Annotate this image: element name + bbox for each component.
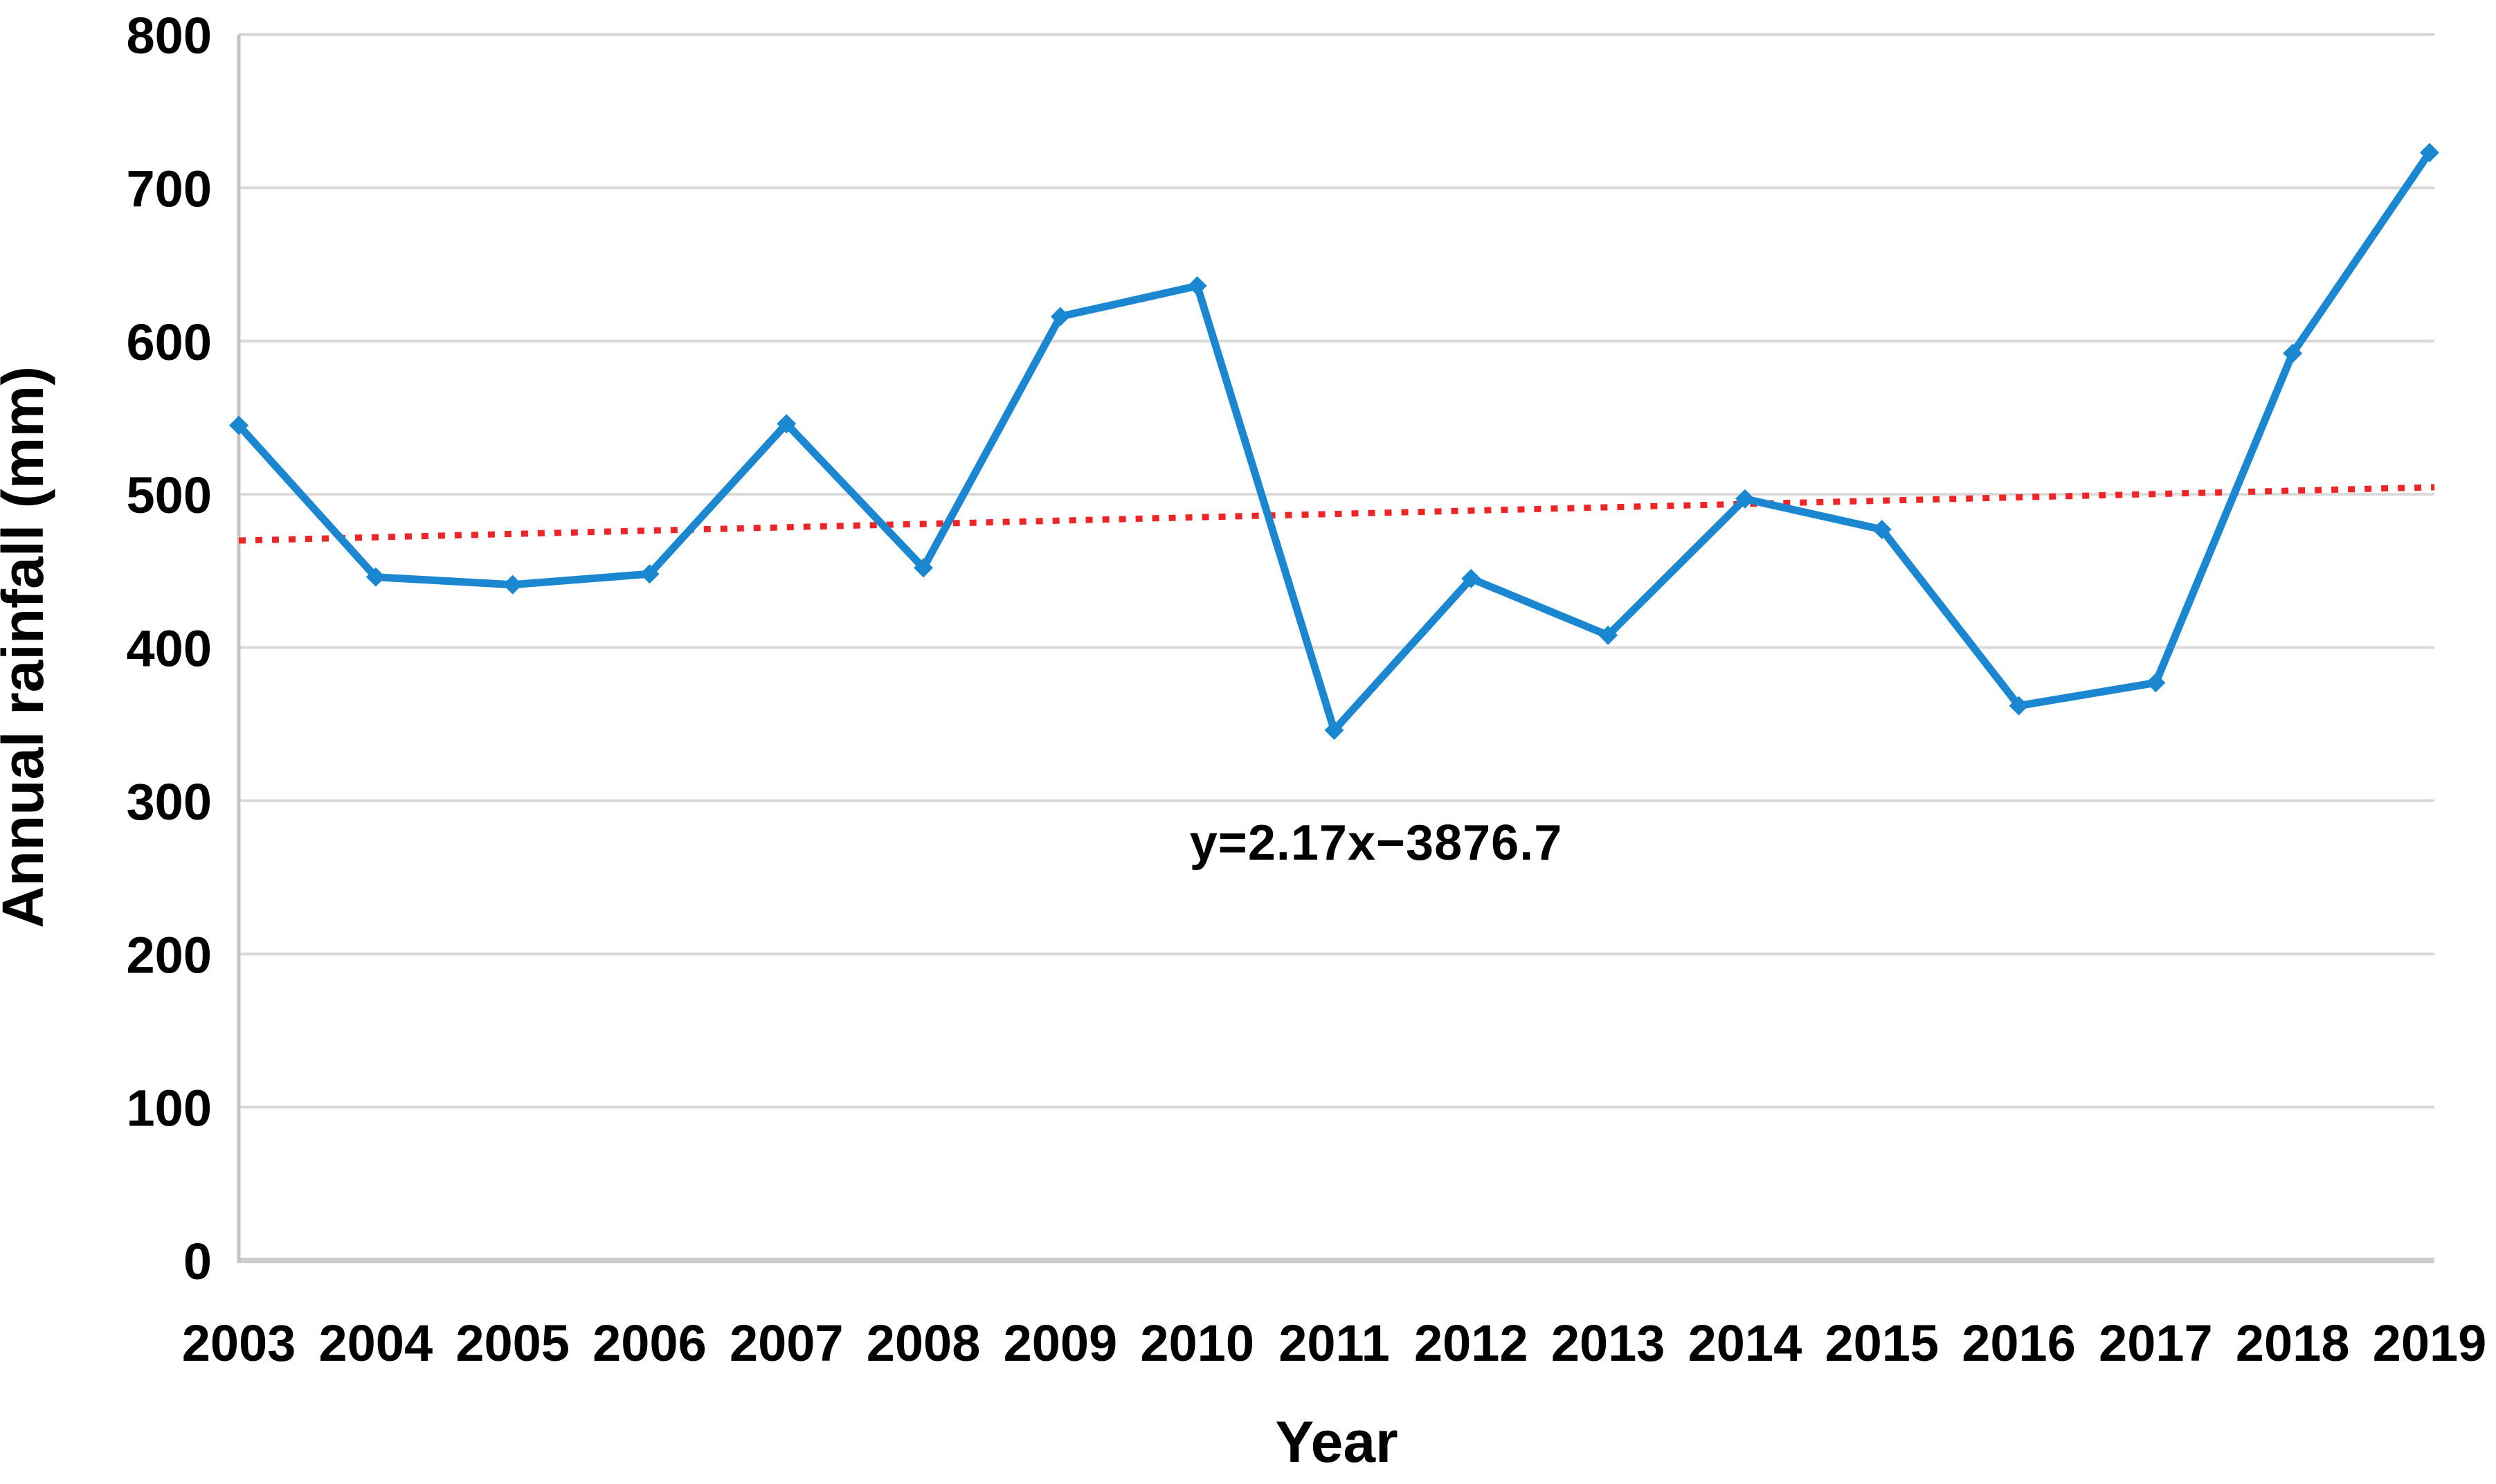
trendline-dotted	[238, 484, 2435, 544]
x-tick-label: 2010	[1140, 1314, 1254, 1372]
y-tick-label: 500	[127, 467, 212, 524]
x-tick-label: 2019	[2373, 1314, 2487, 1372]
data-point-marker	[1872, 520, 1892, 540]
x-axis-tick-labels: 2003 2004 2005 2006 2007 2008 2009 2010 2011 2012…	[182, 1314, 2487, 1372]
x-tick-label: 2014	[1688, 1314, 1802, 1372]
x-tick-label: 2018	[2236, 1314, 2350, 1372]
y-tick-label: 800	[127, 7, 212, 64]
data-point-marker	[365, 567, 386, 587]
x-tick-label: 2016	[1962, 1314, 2076, 1372]
x-tick-label: 2013	[1551, 1314, 1665, 1372]
y-tick-label: 600	[127, 314, 212, 371]
y-tick-label: 700	[127, 160, 212, 217]
data-point-marker	[2420, 143, 2439, 163]
y-tick-label: 200	[127, 926, 212, 984]
data-point-markers	[229, 143, 2439, 741]
data-point-marker	[2009, 696, 2029, 716]
x-axis-title: Year	[1275, 1409, 1398, 1474]
x-tick-label: 2009	[1004, 1314, 1118, 1372]
data-point-marker	[1598, 625, 1618, 645]
data-point-marker	[914, 558, 934, 578]
y-tick-label: 100	[127, 1080, 212, 1137]
x-tick-label: 2003	[182, 1314, 296, 1372]
x-tick-label: 2004	[319, 1314, 433, 1372]
data-point-marker	[777, 414, 797, 434]
y-axis-title: Annual rainfall (mm)	[0, 366, 55, 928]
x-tick-label: 2006	[593, 1314, 707, 1372]
data-point-marker	[1187, 276, 1207, 296]
data-point-marker	[640, 564, 660, 584]
data-point-marker	[2146, 673, 2166, 693]
x-tick-label: 2011	[1278, 1314, 1390, 1372]
x-tick-label: 2012	[1414, 1314, 1528, 1372]
x-tick-label: 2017	[2099, 1314, 2213, 1372]
y-tick-label: 0	[183, 1233, 212, 1290]
y-tick-label: 400	[127, 620, 212, 678]
x-tick-label: 2015	[1825, 1314, 1939, 1372]
x-tick-label: 2008	[867, 1314, 981, 1372]
x-tick-label: 2007	[730, 1314, 844, 1372]
data-point-marker	[1050, 307, 1070, 327]
data-point-marker	[503, 574, 523, 595]
y-axis-tick-labels: 0 100 200 300 400 500 600 700 800	[127, 7, 212, 1290]
data-point-marker	[2283, 343, 2303, 363]
rainfall-series-line	[235, 149, 2434, 734]
data-point-marker	[1461, 568, 1481, 588]
data-point-marker	[229, 415, 248, 435]
trendline-equation-label: y=2.17x−3876.7	[1190, 815, 1563, 871]
data-point-marker	[1324, 721, 1344, 741]
x-tick-label: 2005	[455, 1314, 570, 1372]
y-tick-label: 300	[127, 773, 212, 831]
gridlines	[239, 33, 2434, 1263]
data-point-marker	[1735, 489, 1755, 509]
